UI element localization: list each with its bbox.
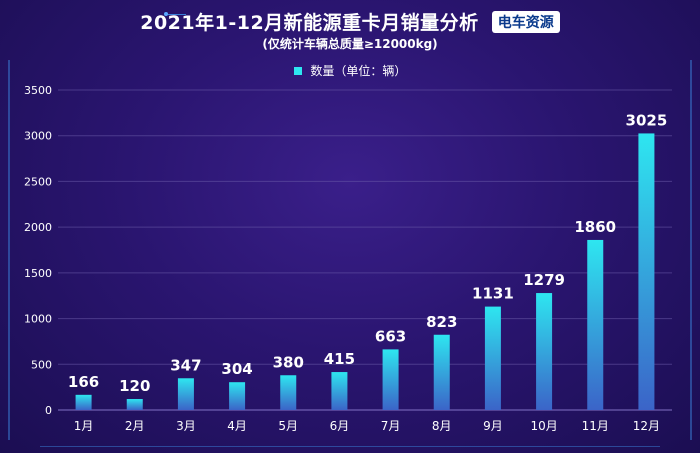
legend-swatch bbox=[293, 66, 302, 75]
bar[interactable] bbox=[587, 239, 604, 410]
bar[interactable] bbox=[638, 133, 655, 410]
bar[interactable] bbox=[280, 375, 297, 410]
x-tick-label: 10月 bbox=[530, 419, 557, 433]
bar[interactable] bbox=[126, 399, 143, 410]
bar[interactable] bbox=[75, 394, 92, 410]
bar[interactable] bbox=[484, 306, 501, 410]
frame-right-edge bbox=[690, 60, 692, 440]
data-label: 1860 bbox=[574, 218, 616, 236]
data-label: 380 bbox=[273, 353, 304, 371]
y-tick-label: 1500 bbox=[24, 267, 52, 280]
x-tick-label: 9月 bbox=[483, 419, 503, 433]
data-label: 1131 bbox=[472, 285, 514, 303]
data-label: 823 bbox=[426, 313, 457, 331]
y-tick-label: 500 bbox=[31, 358, 52, 371]
frame-left-edge bbox=[8, 60, 10, 440]
x-tick-label: 12月 bbox=[633, 419, 660, 433]
bar[interactable] bbox=[382, 349, 399, 410]
data-label: 663 bbox=[375, 327, 406, 345]
y-tick-label: 3000 bbox=[24, 130, 52, 143]
x-tick-label: 5月 bbox=[278, 419, 298, 433]
data-label: 415 bbox=[324, 350, 355, 368]
data-label: 347 bbox=[170, 356, 201, 374]
bar[interactable] bbox=[331, 372, 348, 410]
x-tick-label: 6月 bbox=[330, 419, 350, 433]
brand-logo: 电车资源 bbox=[491, 10, 560, 33]
y-tick-label: 3500 bbox=[24, 84, 52, 97]
chart-subtitle: (仅统计车辆总质量≥12000kg) bbox=[262, 37, 438, 51]
data-label: 1279 bbox=[523, 271, 565, 289]
data-label: 3025 bbox=[626, 111, 668, 129]
x-tick-label: 3月 bbox=[176, 419, 196, 433]
x-tick-label: 1月 bbox=[74, 419, 94, 433]
chart-legend[interactable]: 数量（单位：辆） bbox=[0, 62, 700, 79]
chart-title: 2021年1-12月新能源重卡月销量分析 bbox=[140, 12, 479, 34]
bar[interactable] bbox=[433, 334, 450, 410]
bar[interactable] bbox=[536, 293, 553, 410]
y-tick-label: 1000 bbox=[24, 313, 52, 326]
data-label: 120 bbox=[119, 377, 150, 395]
bar[interactable] bbox=[229, 382, 246, 410]
x-tick-label: 8月 bbox=[432, 419, 452, 433]
data-label: 304 bbox=[221, 360, 252, 378]
title-bar: 2021年1-12月新能源重卡月销量分析 电车资源 bbox=[0, 8, 700, 35]
y-tick-label: 2500 bbox=[24, 175, 52, 188]
frame-bottom-line bbox=[40, 446, 660, 447]
x-tick-label: 4月 bbox=[227, 419, 247, 433]
x-tick-label: 11月 bbox=[582, 419, 609, 433]
y-tick-label: 0 bbox=[45, 404, 52, 417]
legend-label: 数量（单位：辆） bbox=[310, 64, 407, 78]
frame-corner-dot bbox=[164, 12, 168, 16]
x-tick-label: 7月 bbox=[381, 419, 401, 433]
bar[interactable] bbox=[177, 378, 194, 410]
frame-top-left-line bbox=[168, 14, 186, 15]
data-label: 166 bbox=[68, 373, 99, 391]
y-tick-label: 2000 bbox=[24, 221, 52, 234]
x-tick-label: 2月 bbox=[125, 419, 145, 433]
